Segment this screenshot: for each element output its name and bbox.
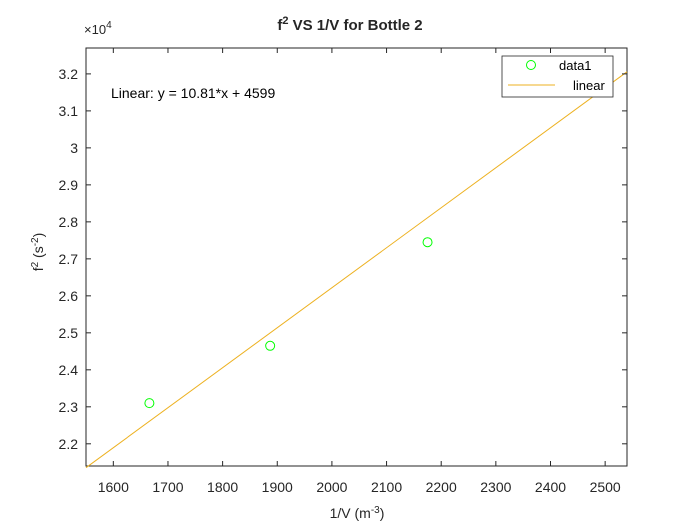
x-tick-label: 2300 — [480, 479, 511, 495]
series-line-linear — [85, 71, 628, 469]
axes-box — [85, 47, 628, 467]
y-axis-label: f2 (s-2) — [30, 233, 46, 272]
y-tick-label: 2.9 — [59, 177, 79, 193]
y-tick-label: 2.6 — [59, 288, 79, 304]
x-tick-label: 2400 — [535, 479, 566, 495]
x-tick-label: 1800 — [207, 479, 238, 495]
y-tick-label: 2.3 — [59, 399, 79, 415]
legend-label-linear: linear — [573, 78, 605, 93]
x-tick-label: 1700 — [152, 479, 183, 495]
data-point — [422, 237, 433, 248]
chart-title: f2 VS 1/V for Bottle 2 — [277, 15, 422, 34]
legend-label-data1: data1 — [559, 58, 592, 73]
y-tick-label: 2.8 — [59, 214, 79, 230]
y-tick-label: 2.4 — [59, 362, 79, 378]
y-tick-label: 3 — [70, 140, 78, 156]
x-axis-label: 1/V (m-3) — [330, 505, 385, 521]
x-tick-label: 2100 — [371, 479, 402, 495]
y-tick-label: 2.7 — [59, 251, 79, 267]
x-axis-ticks: 1600 1700 1800 1900 2000 2100 2200 2300 2400 2500 — [98, 48, 621, 495]
legend-box — [501, 55, 614, 98]
data-point — [144, 398, 155, 409]
x-tick-label: 1900 — [262, 479, 293, 495]
y-tick-label: 3.2 — [59, 66, 79, 82]
y-tick-label: 2.5 — [59, 325, 79, 341]
y-tick-label: 3.1 — [59, 103, 79, 119]
data-point — [265, 340, 276, 351]
x-tick-label: 2200 — [426, 479, 457, 495]
x-tick-label: 1600 — [98, 479, 129, 495]
x-tick-label: 2500 — [590, 479, 621, 495]
plot-area: 1600 1700 1800 1900 2000 2100 2200 2300 2400 2500… — [59, 47, 628, 495]
legend-marker-data1 — [526, 60, 536, 70]
y-tick-label: 2.2 — [59, 436, 79, 452]
legend: data1 linear — [501, 55, 614, 98]
y-axis-ticks: 2.2 2.3 2.4 2.5 2.6 2.7 2.8 2.9 3 3.1 3.2 — [59, 66, 627, 452]
marks — [85, 71, 628, 469]
y-axis-multiplier: ×104 — [84, 20, 112, 37]
fit-equation-annotation: Linear: y = 10.81*x + 4599 — [111, 85, 275, 101]
x-tick-label: 2000 — [316, 479, 347, 495]
